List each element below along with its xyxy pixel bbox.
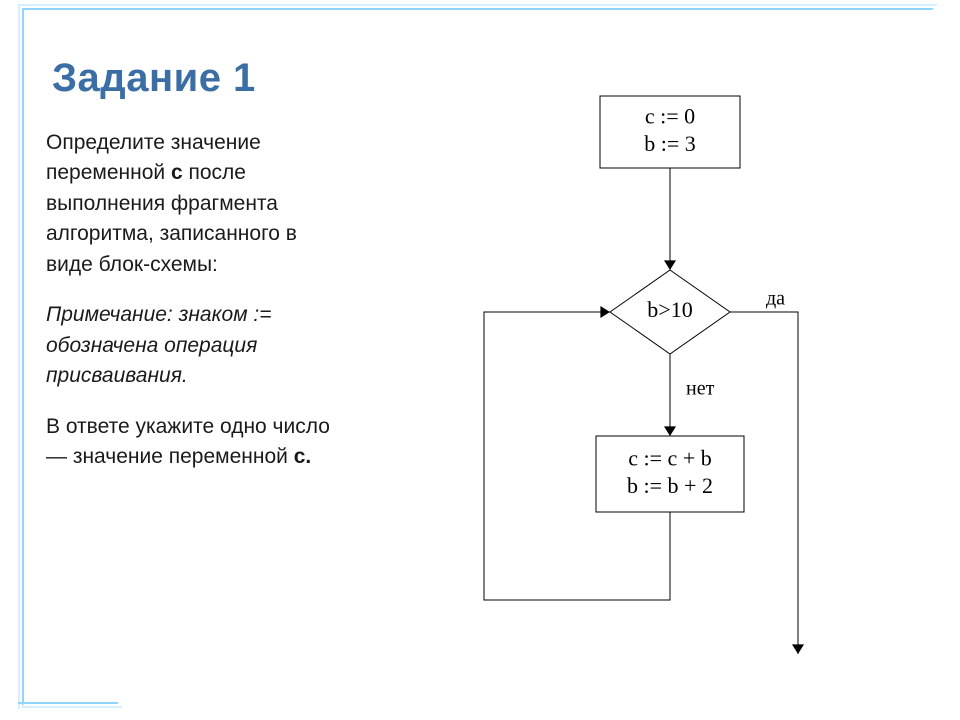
p1-variable: с — [171, 161, 183, 184]
flow-node-init-line-1: b := 3 — [644, 131, 696, 156]
flow-arrow-loop-back — [600, 306, 610, 318]
flow-node-update-line-1: b := b + 2 — [627, 473, 713, 498]
slide-title: Задание 1 — [52, 56, 256, 101]
flow-arrow-init-cond — [664, 260, 676, 270]
flow-edge-label-cond-yes: да — [766, 288, 785, 310]
flow-node-init-line-0: c := 0 — [645, 103, 695, 128]
note-paragraph: Примечание: знаком := обозначена операци… — [46, 300, 342, 391]
task-description: Определите значение переменной с после в… — [46, 128, 342, 492]
p3-variable: с. — [294, 445, 312, 468]
flow-node-cond-line-0: b>10 — [647, 297, 692, 322]
flowchart: c := 0 b := 3 b>10 c := c + b b := b + 2 нет д… — [360, 54, 920, 674]
flow-edge-label-cond-no: нет — [686, 378, 715, 400]
flow-node-update-line-0: c := c + b — [628, 445, 711, 470]
p3-part-a: В ответе укажите одно число — значение п… — [46, 415, 330, 468]
flow-arrow-cond-yes — [792, 644, 804, 654]
flow-arrow-cond-no — [664, 426, 676, 436]
